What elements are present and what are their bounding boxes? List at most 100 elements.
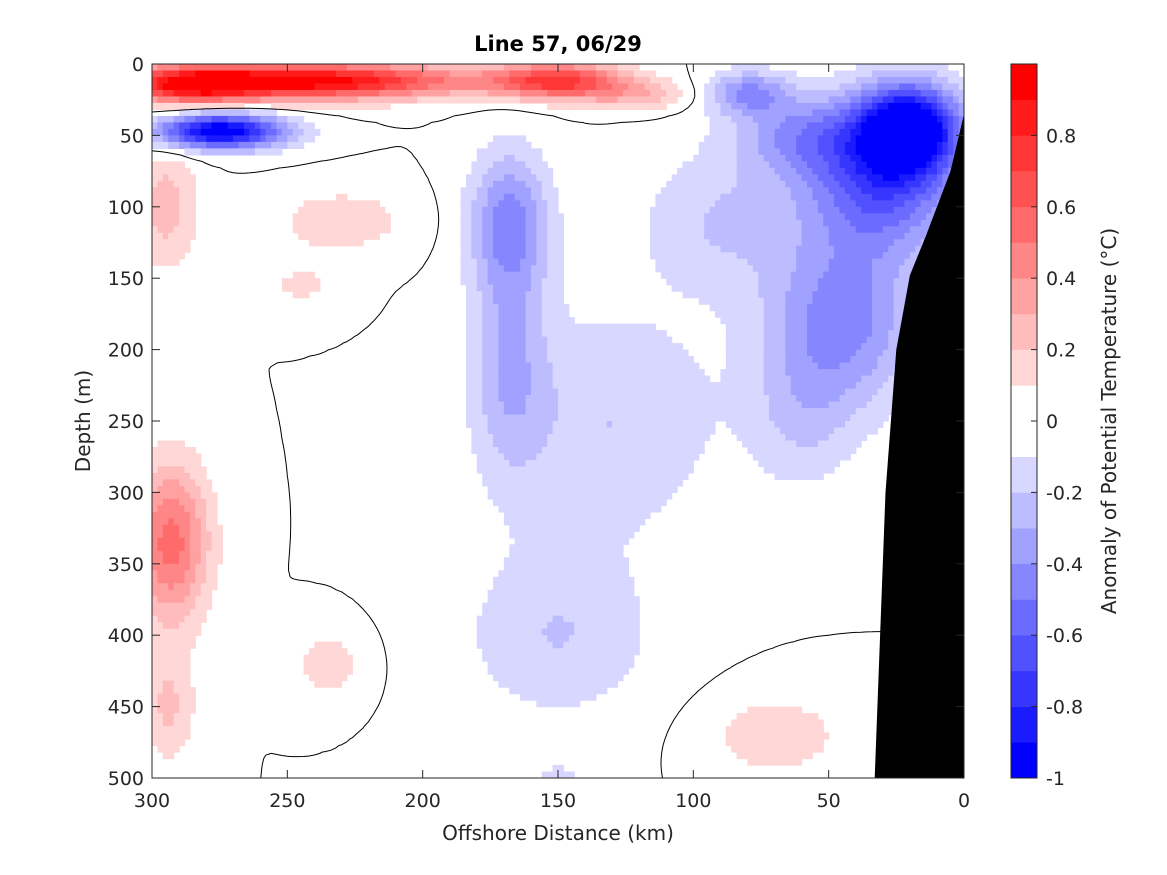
- field-cell: [558, 421, 565, 429]
- field-cell: [871, 232, 878, 240]
- field-cell: [260, 64, 267, 72]
- field-cell: [666, 89, 673, 98]
- field-cell: [698, 213, 705, 221]
- field-cell: [850, 70, 857, 78]
- field-cell: [817, 304, 824, 312]
- field-cell: [834, 252, 841, 260]
- field-cell: [731, 343, 738, 351]
- field-cell: [157, 135, 164, 143]
- field-cell: [682, 278, 689, 286]
- field-cell: [644, 395, 651, 403]
- field-cell: [352, 102, 359, 111]
- field-cell: [298, 83, 305, 91]
- field-cell: [752, 265, 759, 273]
- field-cell: [774, 226, 781, 234]
- field-cell: [428, 70, 435, 78]
- field-cell: [271, 102, 278, 111]
- field-cell: [861, 433, 868, 442]
- field-cell: [655, 206, 662, 214]
- field-cell: [877, 330, 884, 338]
- field-cell: [541, 64, 548, 72]
- field-cell: [736, 180, 743, 188]
- field-cell: [909, 232, 916, 240]
- field-cell: [650, 226, 657, 234]
- field-cell: [850, 349, 857, 357]
- field-cell: [541, 362, 548, 370]
- field-cell: [747, 141, 754, 149]
- field-cell: [704, 395, 711, 403]
- field-cell: [568, 369, 575, 377]
- field-cell: [904, 265, 911, 273]
- field-cell: [850, 174, 857, 182]
- field-cell: [547, 187, 554, 195]
- field-cell: [509, 76, 516, 85]
- field-cell: [514, 96, 521, 104]
- field-cell: [920, 135, 927, 143]
- field-cell: [200, 76, 207, 85]
- field-cell: [909, 187, 916, 195]
- field-cell: [714, 252, 721, 260]
- field-cell: [731, 206, 738, 214]
- field-cell: [530, 421, 537, 429]
- field-cell: [704, 193, 711, 201]
- field-cell: [514, 414, 521, 422]
- field-cell: [639, 414, 646, 422]
- field-cell: [758, 421, 765, 429]
- field-cell: [460, 96, 467, 104]
- field-cell: [758, 408, 765, 416]
- field-cell: [861, 265, 868, 273]
- field-cell: [606, 102, 613, 111]
- field-cell: [888, 291, 895, 299]
- field-cell: [888, 284, 895, 292]
- field-cell: [671, 401, 678, 409]
- field-cell: [855, 206, 862, 214]
- field-cell: [168, 76, 175, 85]
- field-cell: [850, 421, 857, 429]
- field-cell: [936, 174, 943, 182]
- field-cell: [352, 226, 359, 234]
- field-cell: [168, 64, 175, 72]
- field-cell: [666, 421, 673, 429]
- field-cell: [422, 89, 429, 98]
- field-cell: [725, 193, 732, 201]
- field-cell: [336, 96, 343, 104]
- field-cell: [682, 219, 689, 227]
- field-cell: [850, 89, 857, 98]
- field-cell: [622, 356, 629, 364]
- field-cell: [303, 83, 310, 91]
- field-cell: [628, 401, 635, 409]
- field-cell: [861, 115, 868, 124]
- field-cell: [817, 356, 824, 364]
- field-cell: [368, 83, 375, 91]
- field-cell: [487, 349, 494, 357]
- field-cell: [563, 336, 570, 344]
- field-cell: [742, 180, 749, 188]
- field-cell: [882, 135, 889, 143]
- field-cell: [785, 200, 792, 208]
- field-cell: [779, 343, 786, 351]
- field-cell: [493, 349, 500, 357]
- field-cell: [552, 414, 559, 422]
- field-cell: [357, 64, 364, 72]
- field-cell: [298, 291, 305, 299]
- field-cell: [774, 219, 781, 227]
- field-cell: [747, 89, 754, 98]
- field-cell: [216, 109, 223, 117]
- field-cell: [947, 148, 954, 156]
- field-cell: [520, 421, 527, 429]
- field-cell: [915, 102, 922, 111]
- field-cell: [812, 180, 819, 188]
- field-cell: [319, 76, 326, 85]
- field-cell: [899, 115, 906, 124]
- field-cell: [173, 96, 180, 104]
- field-cell: [227, 109, 234, 117]
- field-cell: [801, 343, 808, 351]
- field-cell: [493, 395, 500, 403]
- field-cell: [779, 135, 786, 143]
- field-cell: [520, 291, 527, 299]
- field-cell: [541, 167, 548, 175]
- field-cell: [882, 232, 889, 240]
- field-cell: [871, 128, 878, 136]
- field-cell: [493, 336, 500, 344]
- field-cell: [774, 388, 781, 396]
